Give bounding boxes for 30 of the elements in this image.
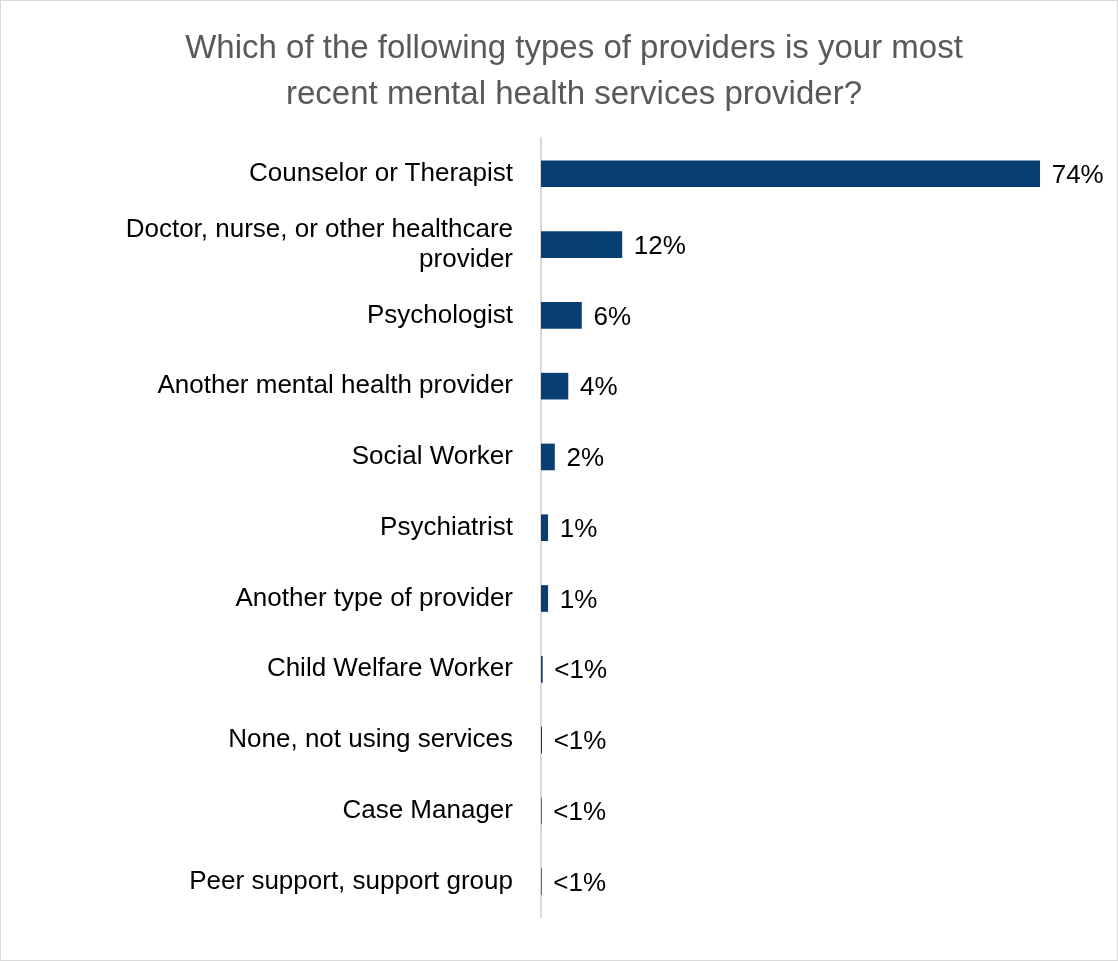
y-tick-label: Another type of provider bbox=[235, 581, 514, 612]
data-label: <1% bbox=[553, 796, 607, 827]
data-label: 4% bbox=[579, 371, 618, 402]
data-label: 6% bbox=[593, 300, 632, 331]
y-tick-label: Counselor or Therapist bbox=[249, 156, 514, 187]
bar bbox=[541, 372, 569, 400]
y-tick-label: Peer support, support group bbox=[189, 864, 513, 895]
y-tick-label: Social Worker bbox=[351, 440, 514, 471]
y-tick-label: Another mental health provider bbox=[157, 369, 514, 400]
y-tick-label: Case Manager bbox=[342, 794, 514, 825]
bar bbox=[541, 443, 555, 471]
y-tick-label: Psychologist bbox=[367, 298, 514, 329]
data-label: <1% bbox=[553, 725, 607, 756]
data-label: 1% bbox=[559, 583, 598, 614]
bar bbox=[541, 514, 549, 542]
data-label: 2% bbox=[566, 442, 605, 473]
bar bbox=[541, 160, 1041, 188]
data-label: 1% bbox=[559, 512, 598, 543]
y-tick-label: Child Welfare Worker bbox=[266, 652, 514, 683]
data-label: <1% bbox=[553, 866, 607, 897]
data-label: 12% bbox=[633, 229, 686, 260]
y-tick-label: Psychiatrist bbox=[380, 510, 514, 541]
bar bbox=[541, 302, 582, 329]
y-tick-label: Doctor, nurse, or other healthcare provider bbox=[125, 212, 514, 273]
bar bbox=[541, 585, 549, 612]
bar bbox=[541, 231, 623, 258]
data-label: 74% bbox=[1051, 158, 1104, 189]
chart-title: Which of the following types of providers is your most recent mental health services provider? bbox=[185, 28, 963, 112]
y-tick-label: None, not using services bbox=[228, 723, 513, 754]
data-label: <1% bbox=[554, 654, 608, 685]
